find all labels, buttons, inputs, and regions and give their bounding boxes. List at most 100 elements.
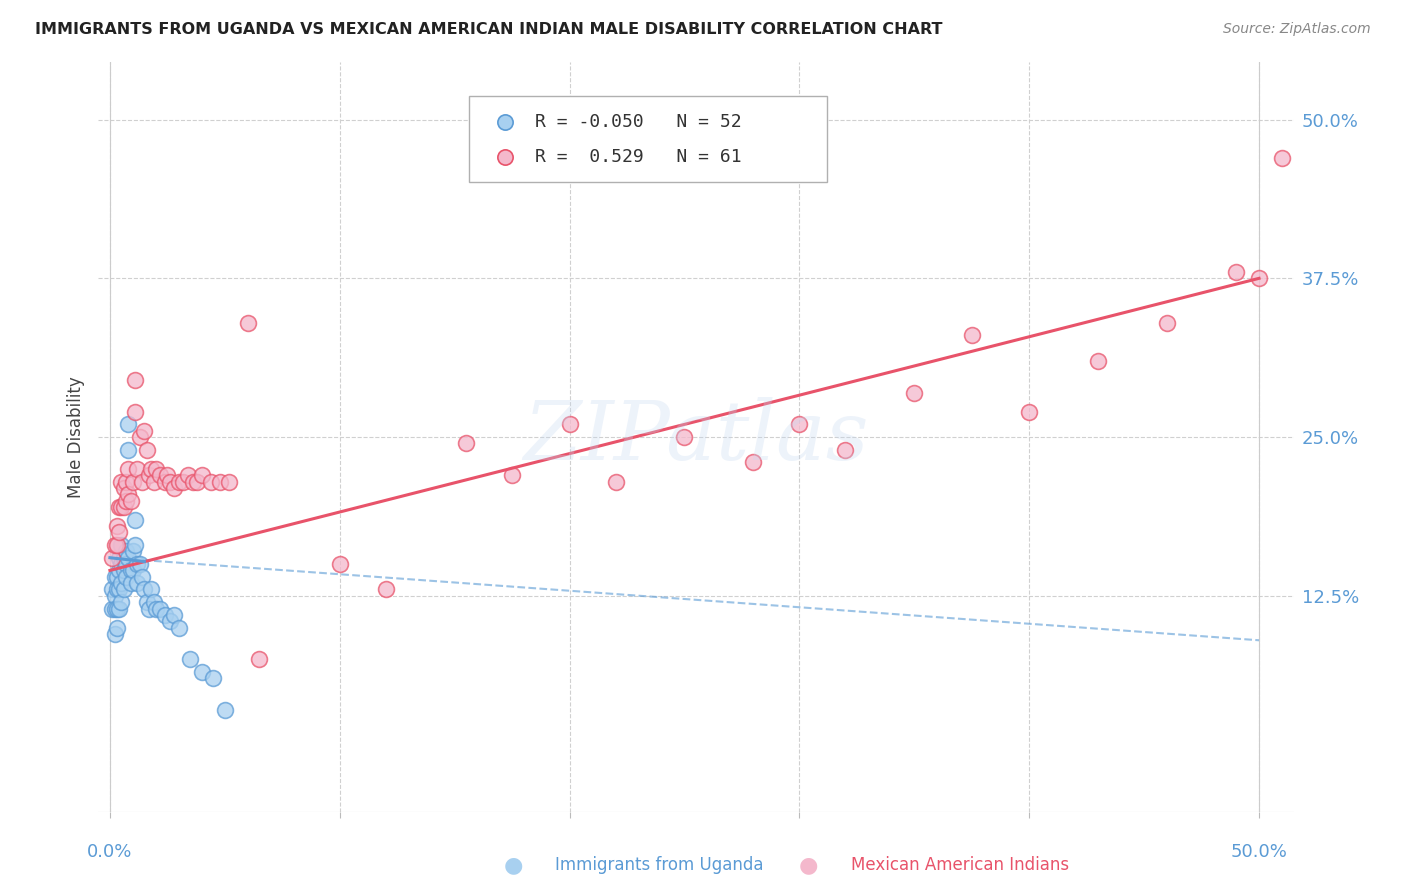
- Point: [112, 550, 135, 565]
- Point: [122, 544, 145, 558]
- Point: [1156, 316, 1178, 330]
- Point: [202, 672, 225, 686]
- Text: 0.0%: 0.0%: [87, 844, 132, 862]
- Point: [163, 481, 186, 495]
- Point: [159, 614, 181, 628]
- Point: [110, 500, 132, 514]
- FancyBboxPatch shape: [470, 96, 827, 182]
- Point: [142, 475, 165, 489]
- Point: [117, 417, 139, 432]
- Point: [374, 582, 396, 597]
- Point: [124, 513, 146, 527]
- Point: [115, 570, 138, 584]
- Point: [112, 500, 135, 514]
- Point: [191, 665, 214, 679]
- Point: [115, 493, 138, 508]
- Text: 50.0%: 50.0%: [1230, 844, 1288, 862]
- Point: [209, 475, 232, 489]
- Point: [145, 601, 167, 615]
- Point: [218, 475, 240, 489]
- Point: [108, 525, 131, 540]
- Point: [117, 462, 139, 476]
- Point: [112, 481, 135, 495]
- Point: [167, 475, 190, 489]
- Point: [115, 544, 138, 558]
- Point: [105, 538, 128, 552]
- Point: [1087, 354, 1109, 368]
- Point: [329, 557, 352, 571]
- Text: ●: ●: [503, 855, 523, 875]
- Point: [110, 576, 132, 591]
- Point: [131, 570, 153, 584]
- Text: ZIPatlas: ZIPatlas: [523, 397, 869, 477]
- Point: [117, 550, 139, 565]
- Point: [214, 703, 236, 717]
- Point: [179, 652, 201, 666]
- Point: [105, 570, 128, 584]
- Point: [186, 475, 208, 489]
- Point: [673, 430, 696, 444]
- Point: [141, 462, 163, 476]
- Point: [153, 607, 176, 622]
- Point: [105, 582, 128, 597]
- Point: [149, 601, 172, 615]
- Point: [101, 601, 124, 615]
- Point: [101, 550, 124, 565]
- Point: [156, 468, 179, 483]
- Point: [103, 538, 125, 552]
- Point: [108, 550, 131, 565]
- Point: [124, 373, 146, 387]
- Point: [163, 607, 186, 622]
- Point: [142, 595, 165, 609]
- Point: [108, 601, 131, 615]
- Point: [153, 475, 176, 489]
- Text: Immigrants from Uganda: Immigrants from Uganda: [555, 856, 763, 874]
- Point: [501, 468, 523, 483]
- Point: [127, 462, 149, 476]
- Point: [110, 538, 132, 552]
- Point: [960, 328, 983, 343]
- Point: [103, 601, 125, 615]
- Point: [127, 557, 149, 571]
- Point: [191, 468, 214, 483]
- Point: [124, 538, 146, 552]
- Point: [103, 589, 125, 603]
- Point: [108, 563, 131, 577]
- Point: [135, 442, 157, 457]
- Point: [149, 468, 172, 483]
- Point: [103, 627, 125, 641]
- Text: R =  0.529   N = 61: R = 0.529 N = 61: [534, 147, 741, 166]
- Y-axis label: Male Disability: Male Disability: [66, 376, 84, 498]
- Point: [1271, 151, 1294, 165]
- Point: [117, 442, 139, 457]
- Point: [181, 475, 204, 489]
- Text: IMMIGRANTS FROM UGANDA VS MEXICAN AMERICAN INDIAN MALE DISABILITY CORRELATION CH: IMMIGRANTS FROM UGANDA VS MEXICAN AMERIC…: [35, 22, 942, 37]
- Point: [105, 621, 128, 635]
- Point: [108, 500, 131, 514]
- Point: [127, 576, 149, 591]
- Point: [103, 570, 125, 584]
- Text: R = -0.050   N = 52: R = -0.050 N = 52: [534, 113, 741, 131]
- Point: [117, 487, 139, 501]
- Point: [138, 468, 160, 483]
- Text: ●: ●: [799, 855, 818, 875]
- Point: [605, 475, 627, 489]
- Point: [105, 601, 128, 615]
- Point: [110, 475, 132, 489]
- Point: [141, 582, 163, 597]
- Point: [200, 475, 222, 489]
- Point: [172, 475, 194, 489]
- Point: [456, 436, 478, 450]
- Point: [101, 582, 124, 597]
- Point: [131, 475, 153, 489]
- Point: [124, 405, 146, 419]
- Point: [122, 563, 145, 577]
- Point: [1225, 265, 1247, 279]
- Point: [110, 595, 132, 609]
- Point: [1247, 271, 1270, 285]
- Point: [1018, 405, 1040, 419]
- Point: [120, 576, 142, 591]
- Point: [177, 468, 200, 483]
- Point: [236, 316, 259, 330]
- Text: Source: ZipAtlas.com: Source: ZipAtlas.com: [1223, 22, 1371, 37]
